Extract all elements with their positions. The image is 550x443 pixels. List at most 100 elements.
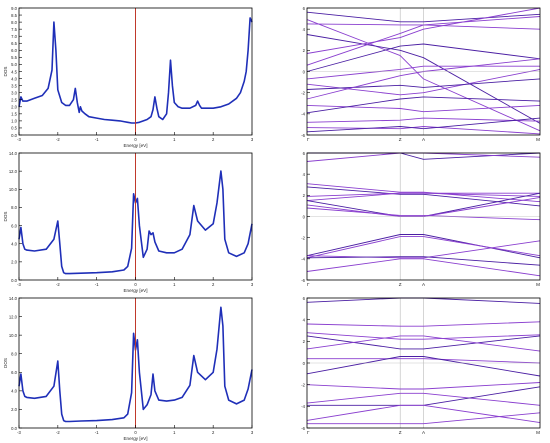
y-axis-label: DOS	[3, 212, 8, 222]
y-tick-label: 7.5	[11, 27, 17, 32]
bands-bottom-panel: -6 -4 -2 0 2 4 6 Γ Z A M	[301, 296, 541, 435]
y-tick-label: 2	[303, 48, 306, 53]
x-tick-label: -2	[56, 137, 60, 142]
y-tick-label: 0.0	[11, 426, 17, 431]
x-tick-label: 1	[173, 137, 176, 142]
dos-bottom-panel: 0.0 2.0 4.0 6.0 8.0 10.0 12.0 14.0 -3 -2 -1 0 1 2 3 Ene…	[3, 296, 254, 441]
y-tick-label: 4.0	[11, 242, 17, 247]
y-axis-label: DOS	[3, 67, 8, 77]
dos-top-panel: 0.0 0.5 1.0 1.5 2.0 2.5 3.0 3.5 4.0 4.5 5.0 5.5 6.0 6…	[3, 6, 254, 148]
x-tick-label: 0	[134, 137, 137, 142]
y-tick-label: 12.0	[9, 169, 18, 174]
kpoint-label: M	[536, 282, 540, 287]
y-tick-label: 4	[303, 317, 306, 322]
y-tick-label: 4.0	[11, 389, 17, 394]
x-tick-label: -2	[56, 430, 60, 435]
band-line	[306, 96, 541, 114]
y-tick-label: 2.0	[11, 260, 17, 265]
x-axis-label: Energy [eV]	[123, 436, 147, 441]
y-tick-label: -2	[301, 90, 305, 95]
x-tick-label: 0	[134, 282, 137, 287]
x-tick-label: 3	[251, 282, 254, 287]
y-tick-label: 2	[303, 193, 306, 198]
y-tick-label: 8.0	[11, 205, 17, 210]
band-line	[306, 58, 541, 100]
band-line	[306, 16, 541, 26]
y-tick-label: 5.0	[11, 62, 17, 67]
y-axis-label: DOS	[3, 358, 8, 368]
kpoint-label: M	[536, 430, 540, 435]
band-line	[306, 236, 541, 259]
kpoint-label: Γ	[307, 137, 310, 142]
band-line	[306, 186, 541, 207]
dos-curve	[18, 17, 253, 124]
band-line	[306, 19, 541, 132]
y-tick-label: 6	[303, 296, 306, 301]
band-line	[306, 7, 541, 54]
y-tick-label: 2	[303, 339, 306, 344]
y-tick-label: 0.0	[11, 278, 17, 283]
y-tick-label: 6.0	[11, 370, 17, 375]
y-tick-label: 4.0	[11, 76, 17, 81]
kpoint-label: Z	[399, 430, 402, 435]
y-tick-label: 0	[303, 361, 306, 366]
band-line	[307, 412, 541, 425]
x-tick-label: -1	[95, 282, 99, 287]
y-tick-label: -2	[301, 235, 305, 240]
dos-middle-panel: 0.0 2.0 4.0 6.0 8.0 10.0 12.0 14.0 -3 -2 -1 0 1 2 3 Ene…	[3, 151, 254, 293]
y-tick-label: 8.5	[11, 13, 17, 18]
x-tick-label: 1	[173, 430, 176, 435]
y-tick-label: 12.0	[9, 314, 18, 319]
band-line	[306, 392, 541, 406]
band-line	[306, 382, 541, 390]
y-tick-label: -6	[301, 426, 305, 431]
x-axis-label: Energy [eV]	[123, 288, 147, 293]
bands-middle-panel: -6 -4 -2 0 2 4 6 Γ Z A M	[301, 151, 541, 287]
kpoint-label: A	[422, 282, 426, 287]
y-tick-label: 14.0	[9, 151, 18, 156]
x-tick-label: -1	[95, 137, 99, 142]
kpoint-label: Z	[399, 137, 402, 142]
x-tick-label: 2	[212, 137, 215, 142]
x-tick-label: -3	[17, 137, 21, 142]
x-tick-label: 2	[212, 430, 215, 435]
y-tick-label: 1.0	[11, 119, 17, 124]
band-line	[306, 183, 541, 203]
x-axis-label: Energy [eV]	[123, 143, 147, 148]
y-tick-label: 0.0	[11, 133, 17, 138]
band-line	[306, 43, 541, 72]
kpoint-label: A	[422, 137, 426, 142]
x-tick-label: -2	[56, 282, 60, 287]
kpoint-label: Γ	[307, 282, 310, 287]
band-line	[306, 258, 541, 277]
band-line	[306, 68, 541, 96]
band-line	[306, 404, 541, 424]
x-tick-label: 3	[251, 137, 254, 142]
band-line	[306, 24, 541, 66]
band-line	[306, 104, 541, 113]
y-tick-label: 10.0	[9, 333, 18, 338]
y-tick-label: 10.0	[9, 187, 18, 192]
y-tick-label: 8.0	[11, 352, 17, 357]
band-line	[306, 117, 541, 133]
band-line	[306, 332, 541, 340]
y-tick-label: 4	[303, 27, 306, 32]
y-tick-label: 2.0	[11, 105, 17, 110]
y-tick-label: -4	[301, 404, 305, 409]
band-line	[306, 207, 541, 221]
bands-top-panel: -6 -4 -2 0 2 4 6 Γ Z A M	[301, 6, 541, 142]
x-tick-label: -3	[17, 430, 21, 435]
y-tick-label: 6.0	[11, 223, 17, 228]
y-tick-label: 3.5	[11, 83, 17, 88]
y-tick-label: 4.5	[11, 69, 17, 74]
x-tick-label: 0	[134, 430, 137, 435]
kpoint-label: Z	[399, 282, 402, 287]
dos-curve	[18, 306, 253, 423]
y-tick-label: -6	[301, 133, 305, 138]
band-line	[307, 358, 541, 364]
x-tick-label: 2	[212, 282, 215, 287]
y-tick-label: 6.0	[11, 48, 17, 53]
y-tick-label: 0.5	[11, 126, 17, 131]
band-line	[306, 192, 541, 202]
band-line	[306, 65, 540, 80]
